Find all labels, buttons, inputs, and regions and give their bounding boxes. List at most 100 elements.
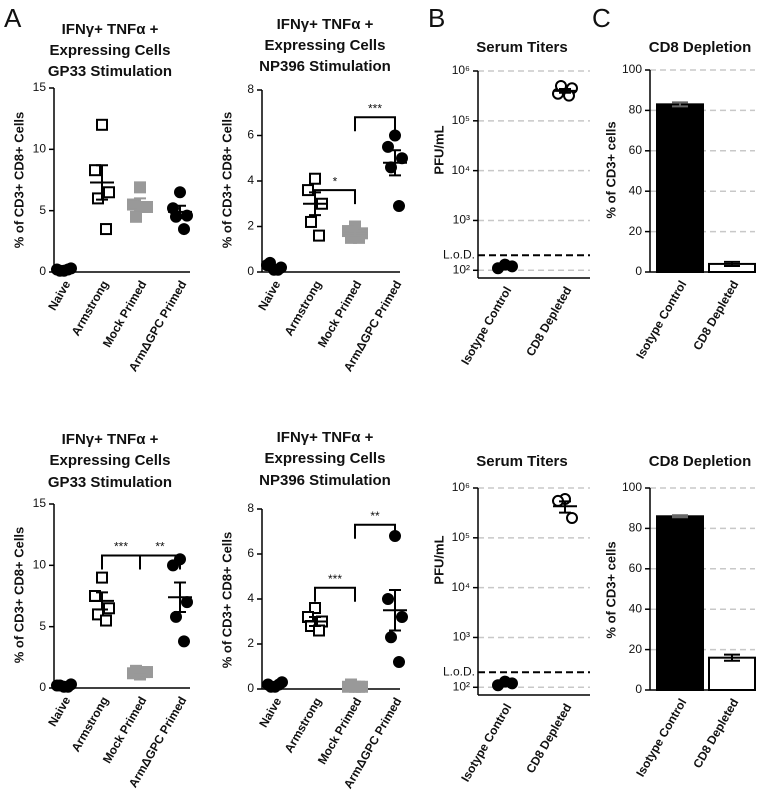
y-tick-label: 6 xyxy=(247,128,254,142)
y-tick-label: 4 xyxy=(247,591,254,605)
significance-label: *** xyxy=(368,101,382,115)
error-bar xyxy=(268,265,280,270)
y-axis-label: PFU/mL xyxy=(431,535,446,584)
x-tick-label: Isotype Control xyxy=(458,284,514,367)
y-tick-label: 0 xyxy=(247,681,254,695)
y-tick-label: 2 xyxy=(247,636,254,650)
data-point xyxy=(393,656,405,668)
chart-title: IFNγ+ TNFα + xyxy=(277,429,374,446)
data-point xyxy=(302,184,314,197)
bar xyxy=(656,103,704,273)
error-bar xyxy=(672,101,688,108)
data-point xyxy=(100,614,112,627)
significance-bracket xyxy=(354,523,396,539)
chart-title: Expressing Cells xyxy=(50,452,171,469)
x-tick-label: Isotype Control xyxy=(633,278,689,361)
reference-label: L.o.D. xyxy=(443,247,475,261)
reference-label: L.o.D. xyxy=(443,664,475,678)
chart-title: CD8 Depletion xyxy=(649,453,752,470)
error-bar xyxy=(96,591,108,611)
chart-title: NP396 Stimulation xyxy=(259,472,391,489)
chart-title: GP33 Stimulation xyxy=(48,474,172,491)
data-point xyxy=(167,559,179,572)
data-point xyxy=(134,181,146,194)
significance-bracket xyxy=(354,116,396,132)
error-bar xyxy=(174,581,186,613)
panel-label: B xyxy=(428,3,445,33)
chart-title: Serum Titers xyxy=(476,453,567,470)
chart-title: IFNγ+ TNFα + xyxy=(277,16,374,33)
x-tick-label: CD8 Depleted xyxy=(690,696,741,771)
y-tick-label: 8 xyxy=(247,501,254,515)
data-point xyxy=(103,602,115,615)
y-tick-label: 0 xyxy=(635,682,642,696)
y-tick-label: 100 xyxy=(622,480,642,494)
data-point xyxy=(396,152,408,165)
data-point xyxy=(89,164,101,177)
chart-title: GP33 Stimulation xyxy=(48,63,172,80)
significance-label: *** xyxy=(114,540,128,554)
y-tick-label: 60 xyxy=(629,561,643,575)
y-tick-label: 10² xyxy=(453,679,470,693)
chart-title: IFNγ+ TNFα + xyxy=(62,21,159,38)
data-point xyxy=(178,223,190,236)
x-tick-label: CD8 Depleted xyxy=(690,278,741,353)
error-bar xyxy=(309,616,321,627)
y-tick-label: 10⁶ xyxy=(452,480,470,494)
error-bar xyxy=(134,197,146,212)
error-bar xyxy=(672,514,688,519)
chart-title: NP396 Stimulation xyxy=(259,58,391,75)
error-bar xyxy=(96,164,108,201)
bar xyxy=(656,515,704,692)
y-tick-label: 10⁴ xyxy=(451,580,470,594)
y-tick-label: 40 xyxy=(629,183,643,197)
bar xyxy=(708,656,756,691)
error-bar xyxy=(58,267,70,272)
y-axis-label: % of CD3+ CD8+ Cells xyxy=(219,112,234,249)
y-tick-label: 100 xyxy=(622,62,642,76)
error-bar xyxy=(559,88,571,94)
y-tick-label: 10⁵ xyxy=(452,113,470,127)
x-tick-label: Armstrong xyxy=(282,278,325,338)
significance-bracket xyxy=(101,554,141,570)
y-tick-label: 60 xyxy=(629,143,643,157)
error-bar xyxy=(174,204,186,220)
x-tick-label: Naive xyxy=(45,694,73,729)
y-tick-label: 0 xyxy=(39,264,46,278)
y-axis-label: PFU/mL xyxy=(431,125,446,174)
data-point xyxy=(100,223,112,236)
x-tick-label: Naive xyxy=(45,278,73,313)
x-tick-label: Armstrong xyxy=(69,694,112,754)
data-point xyxy=(130,210,142,223)
y-axis-label: % of CD3+ CD8+ Cells xyxy=(11,112,26,249)
y-tick-label: 10⁵ xyxy=(452,530,470,544)
data-point xyxy=(396,611,408,623)
y-tick-label: 15 xyxy=(33,496,47,510)
chart-title: Serum Titers xyxy=(476,39,567,56)
significance-label: *** xyxy=(328,572,342,586)
x-tick-label: CD8 Depleted xyxy=(523,284,574,359)
x-tick-label: Armstrong xyxy=(69,278,112,338)
y-tick-label: 8 xyxy=(247,82,254,96)
y-axis-label: % of CD3+ cells xyxy=(603,121,618,218)
data-point xyxy=(566,511,578,524)
error-bar xyxy=(269,682,281,687)
data-point xyxy=(170,610,182,623)
data-point xyxy=(313,229,325,242)
error-bar xyxy=(134,670,146,674)
significance-bracket xyxy=(314,189,356,205)
panel-label: A xyxy=(4,3,22,33)
significance-label: ** xyxy=(155,540,165,554)
y-tick-label: 40 xyxy=(629,601,643,615)
significance-bracket xyxy=(139,554,181,570)
data-point xyxy=(178,635,190,648)
y-tick-label: 10² xyxy=(453,262,470,276)
chart-title: Expressing Cells xyxy=(265,37,386,54)
y-tick-label: 0 xyxy=(635,264,642,278)
x-tick-label: Naive xyxy=(255,278,283,313)
data-point xyxy=(96,571,108,584)
y-tick-label: 80 xyxy=(629,103,643,117)
y-tick-label: 0 xyxy=(247,264,254,278)
error-bar xyxy=(349,685,361,689)
